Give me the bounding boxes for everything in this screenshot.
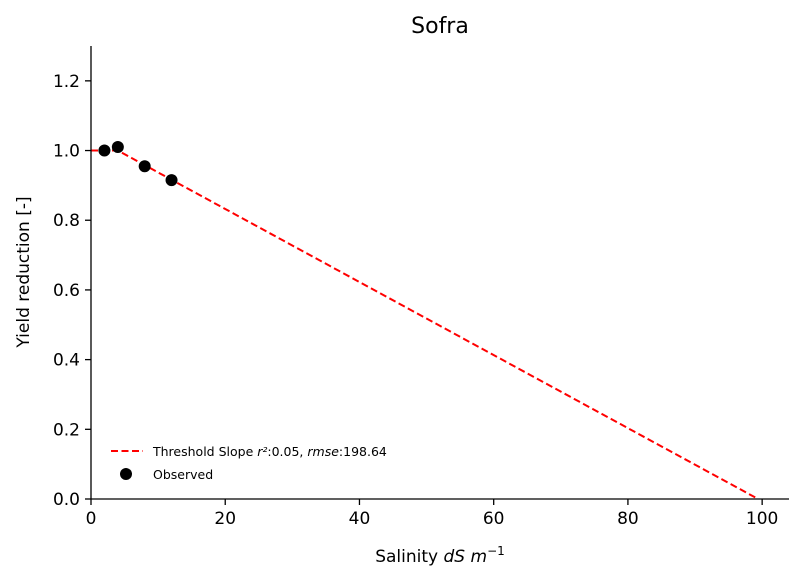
chart-title: Sofra: [411, 14, 469, 39]
x-axis-ticks: 0 20 40 60 80 100: [86, 499, 778, 529]
plot-area: 0 20 40 60 80 100 0.0 0.2 0.4 0.6 0.8 1.0 1.2: [53, 46, 789, 529]
y-axis-ticks: 0.0 0.2 0.4 0.6 0.8 1.0 1.2: [53, 72, 91, 510]
x-tick-label: 40: [349, 509, 371, 529]
x-tick-label: 80: [617, 509, 639, 529]
y-tick-label: 0.4: [53, 351, 80, 371]
y-tick-label: 1.0: [53, 142, 80, 162]
observed-point: [98, 144, 111, 157]
y-tick-label: 1.2: [53, 72, 80, 92]
x-axis-label: Salinity dS m−1: [375, 544, 505, 567]
legend-label-threshold-slope: Threshold Slope r²:0.05, rmse:198.64: [152, 444, 387, 459]
y-tick-label: 0.0: [53, 490, 80, 510]
observed-point: [111, 141, 124, 154]
observed-point: [165, 174, 178, 187]
legend-marker-observed: [120, 468, 132, 480]
observed-point: [138, 160, 151, 173]
x-tick-label: 20: [214, 509, 236, 529]
y-tick-label: 0.8: [53, 211, 80, 231]
legend: Threshold Slope r²:0.05, rmse:198.64 Obs…: [111, 444, 387, 482]
y-tick-label: 0.2: [53, 420, 80, 440]
x-tick-label: 0: [86, 509, 97, 529]
x-tick-label: 60: [483, 509, 505, 529]
legend-label-observed: Observed: [153, 467, 213, 482]
y-tick-label: 0.6: [53, 281, 80, 301]
x-tick-label: 100: [746, 509, 778, 529]
observed-series: [98, 141, 178, 187]
y-axis-label: Yield reduction [-]: [14, 196, 34, 348]
